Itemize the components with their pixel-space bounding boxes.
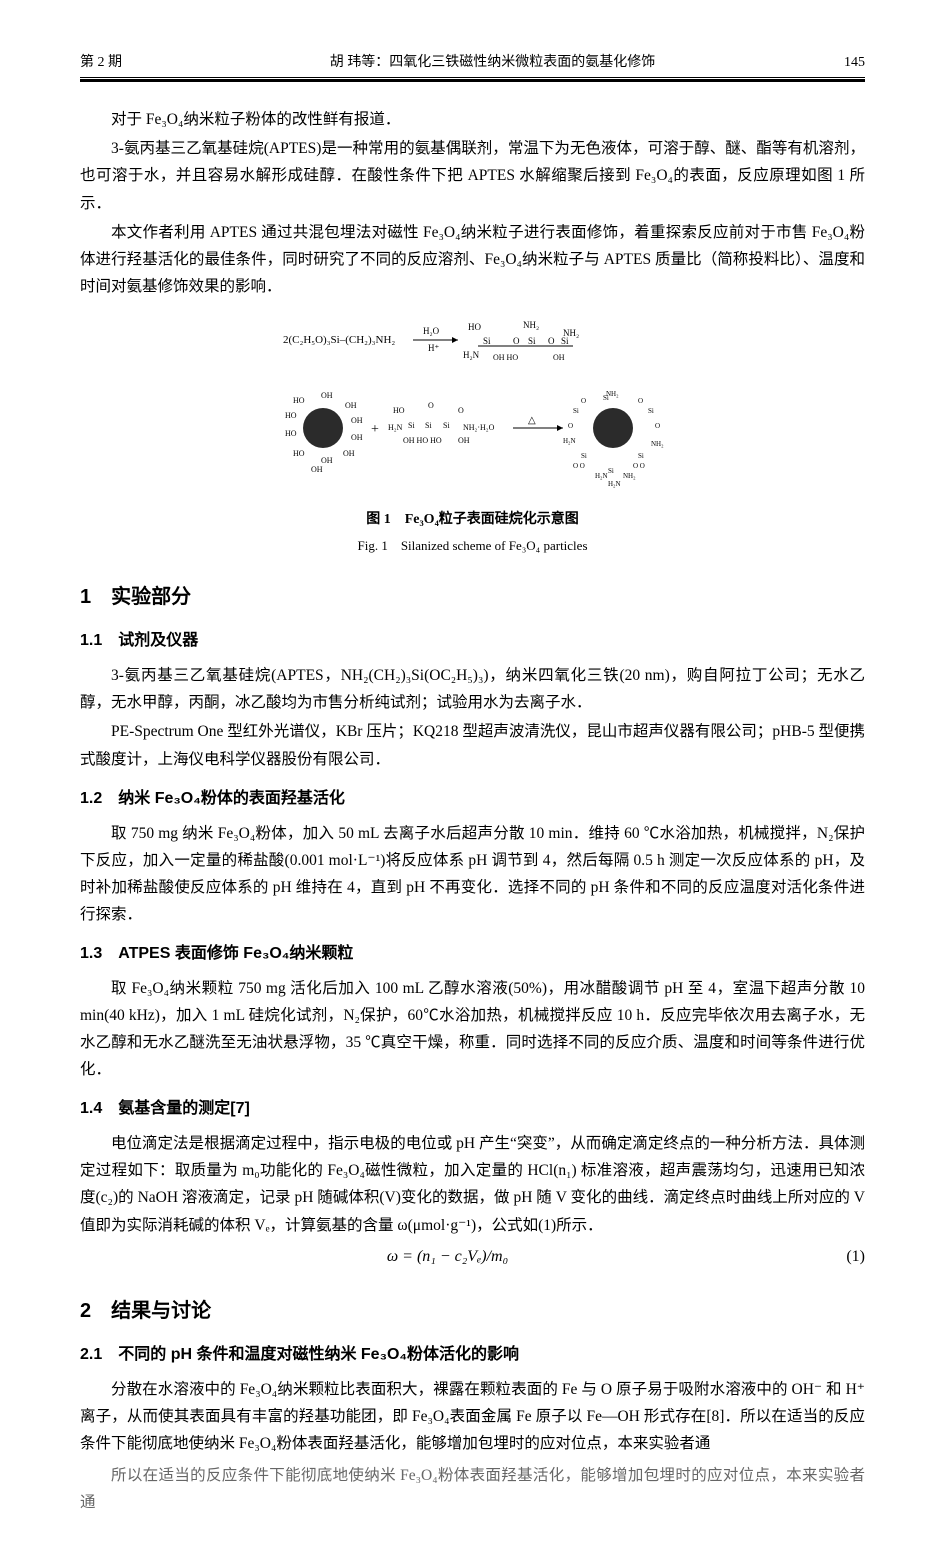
svg-text:OH: OH xyxy=(553,353,565,362)
figure-1: 2(C₂H₅O)₃Si–(CH₂)₃NH₂ H₂O H⁺ HO NH₂ NH₂ … xyxy=(80,318,865,557)
subsection-1-1-title: 1.1 试剂及仪器 xyxy=(80,627,865,656)
svg-text:Si: Si xyxy=(443,421,450,430)
svg-text:NH₂: NH₂ xyxy=(623,472,636,480)
svg-text:Si: Si xyxy=(648,407,654,415)
s1-2-p1: 取 750 mg 纳米 Fe₃O₄粉体，加入 50 mL 去离子水后超声分散 1… xyxy=(80,820,865,929)
svg-text:H⁺: H⁺ xyxy=(428,343,439,353)
s1-1-p2: PE-Spectrum One 型红外光谱仪，KBr 压片；KQ218 型超声波… xyxy=(80,718,865,772)
section-2-title: 2 结果与讨论 xyxy=(80,1293,865,1329)
svg-text:O: O xyxy=(638,397,643,405)
svg-text:OH: OH xyxy=(321,456,333,465)
figure-1-caption-cn: 图 1 Fe₃O₄粒子表面硅烷化示意图 xyxy=(80,507,865,532)
svg-text:H₂N: H₂N xyxy=(595,472,608,480)
svg-text:NH₂·H₂O: NH₂·H₂O xyxy=(463,423,495,432)
svg-text:OH: OH xyxy=(311,465,323,474)
svg-text:Si: Si xyxy=(425,421,432,430)
svg-text:Si: Si xyxy=(561,336,569,346)
section-1-title: 1 实验部分 xyxy=(80,579,865,615)
subsection-1-1-body: 3-氨丙基三乙氧基硅烷(APTES，NH₂(CH₂)₃Si(OC₂H₅)₃)，纳… xyxy=(80,662,865,773)
s1-1-p1: 3-氨丙基三乙氧基硅烷(APTES，NH₂(CH₂)₃Si(OC₂H₅)₃)，纳… xyxy=(80,662,865,716)
svg-text:OH HO HO: OH HO HO xyxy=(403,436,442,445)
svg-text:HO: HO xyxy=(285,411,297,420)
svg-text:HO: HO xyxy=(393,406,405,415)
equation-1-row: ω = (n₁ − c₂Vₑ)/m₀ (1) xyxy=(80,1243,865,1272)
subsection-2-1-body: 分散在水溶液中的 Fe₃O₄纳米颗粒比表面积大，裸露在颗粒表面的 Fe 与 O … xyxy=(80,1376,865,1457)
s2-1-p1: 分散在水溶液中的 Fe₃O₄纳米颗粒比表面积大，裸露在颗粒表面的 Fe 与 O … xyxy=(80,1376,865,1457)
equation-1: ω = (n₁ − c₂Vₑ)/m₀ xyxy=(80,1243,815,1272)
svg-text:Si: Si xyxy=(581,452,587,460)
subsection-2-1-title: 2.1 不同的 pH 条件和温度对磁性纳米 Fe₃O₄粉体活化的影响 xyxy=(80,1341,865,1370)
equation-1-number: (1) xyxy=(815,1243,865,1272)
intro-p3: 本文作者利用 APTES 通过共混包埋法对磁性 Fe₃O₄纳米粒子进行表面修饰，… xyxy=(80,219,865,300)
header-page-number: 145 xyxy=(785,50,865,75)
svg-text:HO: HO xyxy=(293,396,305,405)
header-issue: 第 2 期 xyxy=(80,50,200,75)
svg-text:O: O xyxy=(548,336,555,346)
svg-text:H₂N: H₂N xyxy=(608,480,621,488)
svg-text:OH: OH xyxy=(321,391,333,400)
svg-text:Si: Si xyxy=(483,336,491,346)
svg-text:NH₂: NH₂ xyxy=(523,320,539,330)
svg-text:+: + xyxy=(371,422,379,437)
subsection-1-2-title: 1.2 纳米 Fe₃O₄粉体的表面羟基活化 xyxy=(80,785,865,814)
svg-text:OH: OH xyxy=(351,433,363,442)
svg-text:H₂N: H₂N xyxy=(563,437,576,445)
svg-text:OH: OH xyxy=(343,449,355,458)
intro-p1: 对于 Fe₃O₄纳米粒子粉体的改性鲜有报道． xyxy=(80,106,865,133)
svg-text:O: O xyxy=(581,397,586,405)
svg-text:HO: HO xyxy=(468,322,481,332)
svg-text:Si: Si xyxy=(408,421,415,430)
page-header: 第 2 期 胡 玮等：四氧化三铁磁性纳米微粒表面的氨基化修饰 145 xyxy=(80,50,865,78)
header-running-title: 胡 玮等：四氧化三铁磁性纳米微粒表面的氨基化修饰 xyxy=(200,50,785,75)
subsection-1-2-body: 取 750 mg 纳米 Fe₃O₄粉体，加入 50 mL 去离子水后超声分散 1… xyxy=(80,820,865,929)
svg-text:H₂N: H₂N xyxy=(388,423,403,432)
header-rule xyxy=(80,79,865,82)
svg-text:O: O xyxy=(428,401,434,410)
subsection-1-3-body: 取 Fe₃O₄纳米颗粒 750 mg 活化后加入 100 mL 乙醇水溶液(50… xyxy=(80,975,865,1084)
s1-3-p1: 取 Fe₃O₄纳米颗粒 750 mg 活化后加入 100 mL 乙醇水溶液(50… xyxy=(80,975,865,1084)
svg-text:HO: HO xyxy=(285,429,297,438)
intro-block: 对于 Fe₃O₄纳米粒子粉体的改性鲜有报道． 3-氨丙基三乙氧基硅烷(APTES… xyxy=(80,106,865,300)
subsection-1-3-title: 1.3 ATPES 表面修饰 Fe₃O₄纳米颗粒 xyxy=(80,940,865,969)
svg-text:OH HO: OH HO xyxy=(493,353,518,362)
bottom-overlay-text: 所以在适当的反应条件下能彻底地使纳米 Fe₃O₄粉体表面羟基活化，能够增加包埋时… xyxy=(80,1462,865,1518)
svg-text:OH: OH xyxy=(345,401,357,410)
svg-text:O: O xyxy=(655,422,660,430)
figure-1-caption-en: Fig. 1 Silanized scheme of Fe₃O₄ particl… xyxy=(80,534,865,557)
svg-text:H₂N: H₂N xyxy=(463,350,480,360)
svg-text:Si: Si xyxy=(608,467,614,475)
svg-text:O O: O O xyxy=(633,462,645,470)
svg-text:O O: O O xyxy=(573,462,585,470)
intro-p2: 3-氨丙基三乙氧基硅烷(APTES)是一种常用的氨基偶联剂，常温下为无色液体，可… xyxy=(80,135,865,216)
subsection-1-4-body: 电位滴定法是根据滴定过程中，指示电极的电位或 pH 产生“突变”，从而确定滴定终… xyxy=(80,1130,865,1239)
svg-text:HO: HO xyxy=(293,449,305,458)
svg-text:Si: Si xyxy=(638,452,644,460)
svg-text:NH₂: NH₂ xyxy=(651,440,664,448)
svg-text:OH: OH xyxy=(458,436,470,445)
svg-text:Si: Si xyxy=(573,407,579,415)
svg-text:H₂O: H₂O xyxy=(423,326,440,336)
svg-text:△: △ xyxy=(528,415,536,426)
svg-text:Si: Si xyxy=(528,336,536,346)
s1-4-p1: 电位滴定法是根据滴定过程中，指示电极的电位或 pH 产生“突变”，从而确定滴定终… xyxy=(80,1130,865,1239)
svg-text:O: O xyxy=(513,336,520,346)
svg-text:O: O xyxy=(458,406,464,415)
subsection-1-4-title: 1.4 氨基含量的测定[7] xyxy=(80,1095,865,1124)
svg-text:2(C₂H₅O)₃Si–(CH₂)₃NH₂: 2(C₂H₅O)₃Si–(CH₂)₃NH₂ xyxy=(283,334,395,346)
svg-text:Si: Si xyxy=(603,394,609,402)
svg-text:O: O xyxy=(568,422,573,430)
figure-1-scheme: 2(C₂H₅O)₃Si–(CH₂)₃NH₂ H₂O H⁺ HO NH₂ NH₂ … xyxy=(263,318,683,499)
svg-text:OH: OH xyxy=(351,416,363,425)
